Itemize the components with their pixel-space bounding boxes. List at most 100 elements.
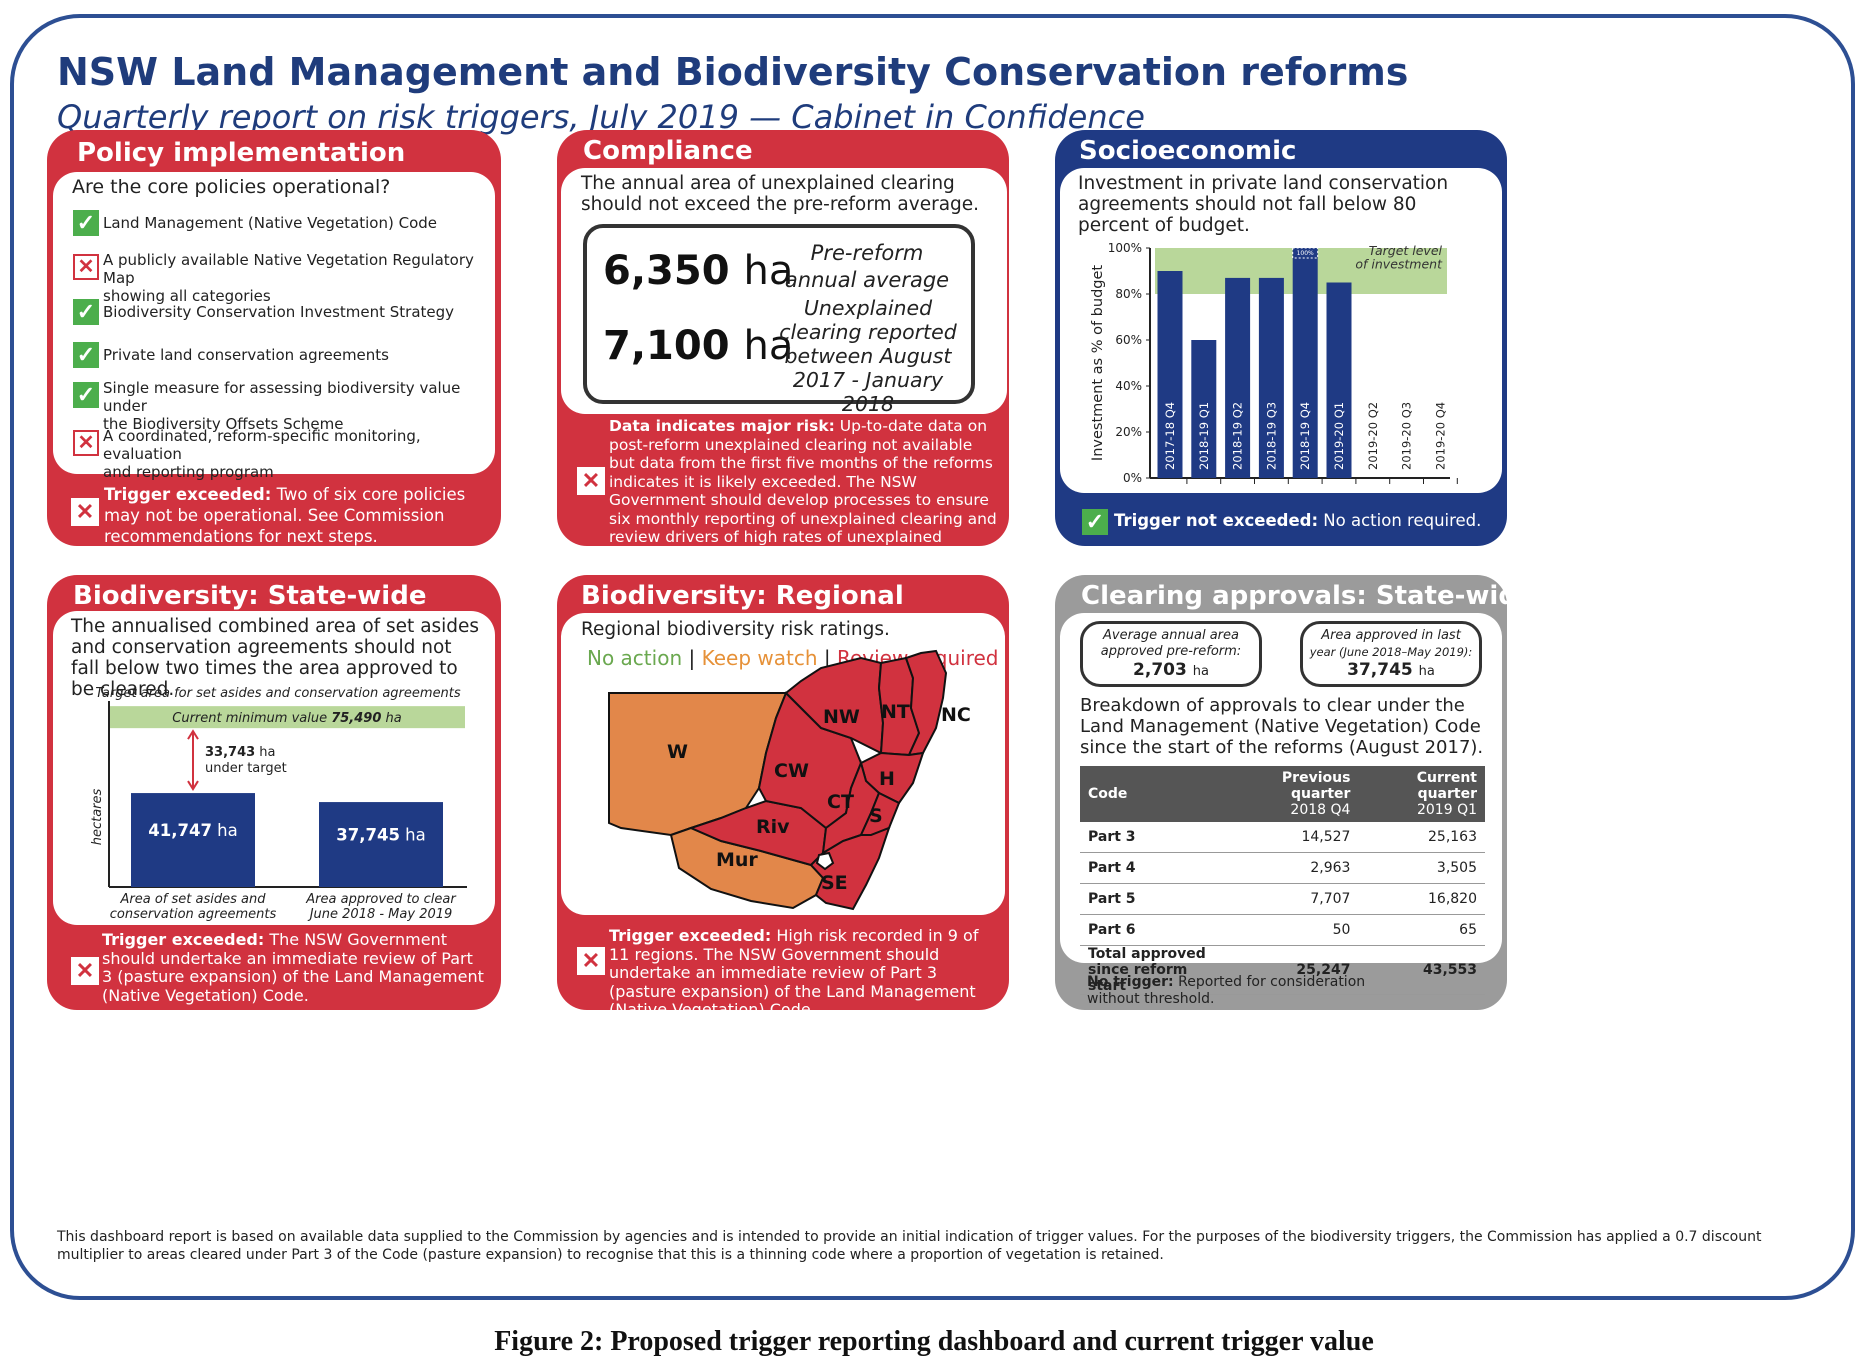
page-title: NSW Land Management and Biodiversity Con… [57,50,1409,94]
gap-arrow-head [187,780,199,791]
statewide-bar-chart: Target area for set asides and conservat… [90,686,467,922]
x-tick-label: 2019-20 Q1 [1332,402,1346,470]
table-cell: 65 [1358,914,1485,946]
x-tick-label: 2018-19 Q4 [1298,402,1312,470]
region-label-nw: NW [823,706,860,728]
compliance-value-unexplained: 7,100 ha [603,323,794,369]
check-icon: ✓ [73,382,99,408]
table-cell: Total approved since reform start [1080,945,1224,995]
region-se-shape [809,826,891,911]
last-year-area-label: Area approved in last year (June 2018–May… [1309,628,1473,659]
policy-item-label: A coordinated, reform-specific monitorin… [103,427,421,481]
bar [1326,282,1352,478]
socio-statement: Investment in private land conservation … [1078,173,1449,236]
table-header: Previous quarter 2018 Q4 [1223,766,1359,822]
bar [1258,277,1284,478]
check-icon: ✓ [73,299,99,325]
policy-item-label: Private land conservation agreements [103,346,389,364]
socio-title: Socioeconomic [1079,136,1297,166]
policy-item-label: A publicly available Native Vegetation R… [103,251,474,305]
region-nc-shape [904,649,948,757]
statewide-statement: The annualised combined area of set asid… [71,616,480,700]
y-tick-label: 40% [1115,379,1142,393]
region-label-w: W [667,741,688,763]
clearing-trigger: No trigger: Reported for consideration w… [1087,974,1366,1007]
table-cell: Part 3 [1080,822,1224,853]
pre-reform-average-label: Average annual area approved pre-reform: [1100,628,1242,659]
bar [1292,248,1318,478]
statewide-trigger: Trigger exceeded: The NSW Government sho… [102,930,484,1005]
compliance-trigger: Data indicates major risk: Up-to-date da… [609,417,997,565]
gap-label: 33,743 ha [205,745,276,760]
compliance-panel: Compliance The annual area of unexplaine… [557,130,1009,565]
compliance-values-box: 6,350 ha Pre-reform annual average 7,100… [583,224,975,416]
compliance-statement: The annual area of unexplained clearing … [581,173,980,215]
compliance-inner: The annual area of unexplained clearing … [561,168,1007,416]
table-row: Part 4 2,963 3,505 [1080,852,1485,884]
bar [131,793,255,887]
bar-peak-marker [1292,247,1319,259]
y-tick-label: 100% [1108,241,1142,255]
nsw-region-map: W NW NT NC CW H CT S Riv Mur SE [608,649,971,911]
x-tick-label: 2018-19 Q2 [1231,402,1245,470]
policy-trigger: Trigger exceeded: Two of six core polici… [104,485,466,546]
regional-panel: Biodiversity: Regional Regional biodiver… [557,575,1009,1019]
gap-arrow-head [187,729,199,740]
clearing-title: Clearing approvals: State-wide (ha) [1081,581,1604,611]
region-label-cw: CW [774,760,809,782]
table-header: Current quarter 2019 Q1 [1358,766,1485,822]
bar-value-label: 37,745 ha [336,826,426,845]
cross-icon: ✕ [73,254,99,280]
x-tick-label: 2019-20 Q4 [1433,402,1447,470]
table-cell: Part 4 [1080,852,1224,884]
table-cell: 2,963 [1223,852,1359,884]
policy-question: Are the core policies operational? [72,176,391,198]
bar-value-label: 41,747 ha [148,821,238,840]
x-tick-label: conservation agreements [110,907,277,922]
table-cell: 50 [1223,914,1359,946]
compliance-value-pre: 6,350 ha [603,248,794,294]
table-cell: Part 5 [1080,883,1224,915]
trigger-cross-icon: ✕ [577,467,605,495]
regional-trigger: Trigger exceeded: High risk recorded in … [609,926,979,1019]
statewide-title: Biodiversity: State-wide [73,581,427,611]
table-cell: 43,553 [1358,945,1485,995]
x-tick-label: 2017-18 Q4 [1163,402,1177,470]
policy-item-label: Land Management (Native Vegetation) Code [103,214,438,232]
trigger-cross-icon: ✕ [71,498,99,526]
figure-caption: Figure 2: Proposed trigger reporting das… [494,1326,1374,1357]
table-cell: 25,163 [1358,822,1485,853]
socio-panel: Socioeconomic Investment in private land… [1055,130,1507,546]
dashboard-frame [10,14,1855,1300]
region-label-nc: NC [941,704,971,726]
pre-reform-average-value: 2,703 ha [1133,660,1209,680]
table-header: Code [1080,766,1224,822]
statewide-panel: Biodiversity: State-wide The annualised … [47,575,501,1010]
y-tick-label: 80% [1115,287,1142,301]
x-tick-label: Area approved to clear [305,892,457,907]
page-subtitle: Quarterly report on risk triggers, July … [57,98,1145,136]
trigger-cross-icon: ✕ [577,947,605,975]
region-label-riv: Riv [756,816,790,838]
y-tick-label: 60% [1115,333,1142,347]
regional-title: Biodiversity: Regional [581,581,904,611]
table-cell: 7,707 [1223,883,1359,915]
check-icon: ✓ [73,342,99,368]
clearing-table: Code Previous quarter 2018 Q4 Current quart… [1080,766,1485,995]
table-cell: 14,527 [1223,822,1359,853]
table-cell: 16,820 [1358,883,1485,915]
table-cell: 3,505 [1358,852,1485,884]
policy-item-label: Biodiversity Conservation Investment Str… [103,303,455,321]
socio-trigger: Trigger not exceeded: No action required… [1114,511,1482,530]
regional-statement: Regional biodiversity risk ratings. [581,619,890,640]
table-row: Part 5 7,707 16,820 [1080,883,1485,915]
bar [1191,340,1217,478]
policy-item-label: Single measure for assessing biodiversit… [103,379,461,433]
last-year-area-value: 37,745 ha [1347,660,1435,680]
table-cell: 25,247 [1223,945,1359,995]
threshold-band [109,706,465,729]
bar [1225,277,1251,478]
region-label-h: H [879,768,895,790]
table-row: Part 6 50 65 [1080,914,1485,946]
